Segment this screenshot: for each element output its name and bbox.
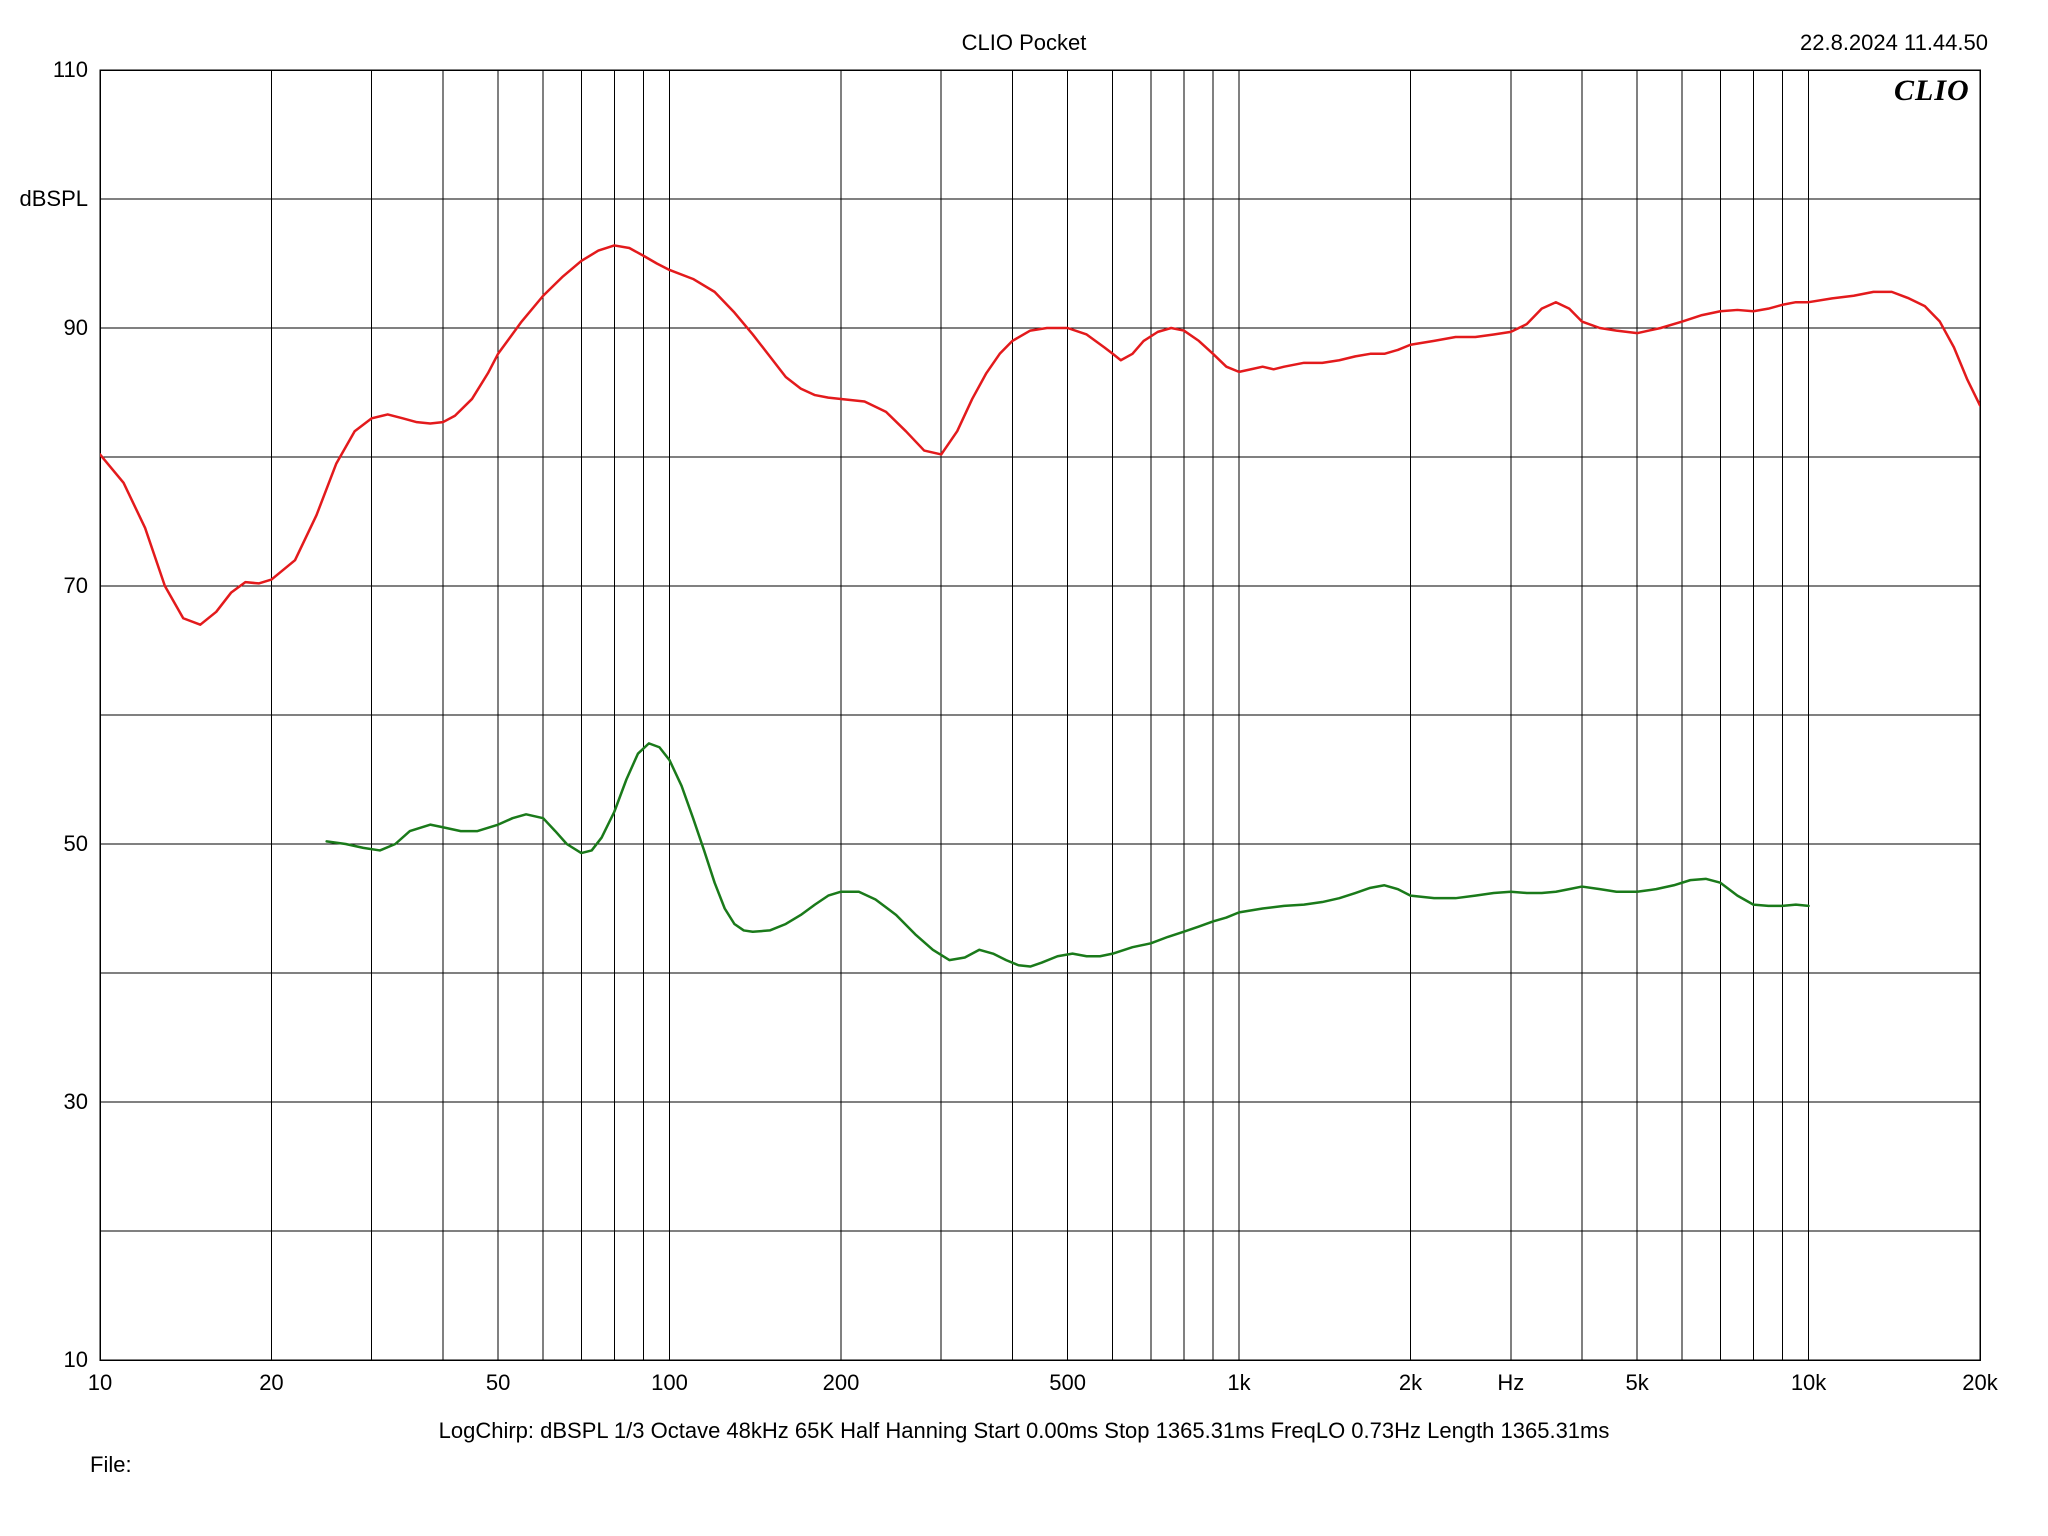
y-tick-label: 110	[53, 57, 88, 82]
x-tick-label: 1k	[1227, 1370, 1251, 1395]
y-tick-label: 90	[64, 315, 88, 340]
x-tick-label: 2k	[1399, 1370, 1423, 1395]
x-tick-label: 200	[823, 1370, 860, 1395]
x-axis-unit-label: Hz	[1497, 1370, 1524, 1395]
y-tick-label: 10	[64, 1347, 88, 1372]
x-tick-label: 20	[259, 1370, 283, 1395]
chart-info-line: LogChirp: dBSPL 1/3 Octave 48kHz 65K Hal…	[0, 1418, 2048, 1444]
y-tick-label: 50	[64, 831, 88, 856]
x-tick-label: 500	[1049, 1370, 1086, 1395]
file-label: File:	[90, 1452, 132, 1478]
y-axis-unit-label: dBSPL	[20, 186, 89, 211]
chart-plot-area: 10 30 50 70 90 110 dBSPL 10 20 50 100 200 500 1k 2k 5k 1…	[0, 0, 2048, 1536]
x-tick-label: 20k	[1962, 1370, 1998, 1395]
y-tick-label: 30	[64, 1089, 88, 1114]
x-tick-label: 5k	[1625, 1370, 1649, 1395]
x-tick-label: 50	[486, 1370, 510, 1395]
x-tick-label: 10k	[1791, 1370, 1827, 1395]
x-tick-label: 10	[88, 1370, 112, 1395]
x-tick-label: 100	[651, 1370, 688, 1395]
clio-logo: CLIO	[1894, 74, 1970, 108]
y-tick-label: 70	[64, 573, 88, 598]
chart-container: { "header": { "title": "CLIO Pocket", "t…	[0, 0, 2048, 1536]
